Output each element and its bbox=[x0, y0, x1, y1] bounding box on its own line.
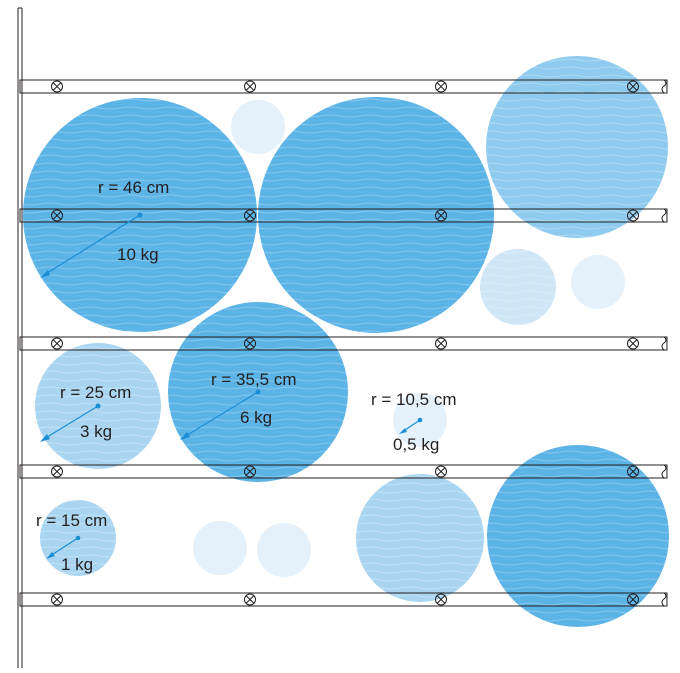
radius-arrow-10-5cm bbox=[399, 417, 423, 434]
circle-small-right bbox=[571, 255, 625, 309]
radius-arrow-46cm bbox=[40, 212, 143, 278]
bolt-icon bbox=[627, 465, 639, 478]
radius-label: r = 46 cm bbox=[98, 178, 169, 197]
circle-medium-right-1 bbox=[480, 249, 556, 325]
labels: r = 46 cm 10 kg r = 25 cm 3 kg r = 35,5 … bbox=[36, 178, 457, 574]
radius-arrow-25cm bbox=[40, 403, 101, 442]
bolts bbox=[51, 80, 639, 606]
circle-medium-bottom bbox=[356, 474, 484, 602]
bolt-icon bbox=[51, 337, 63, 350]
shelf-rail-1 bbox=[19, 79, 668, 94]
bolt-icon bbox=[51, 80, 63, 93]
radius-arrows bbox=[40, 212, 423, 559]
bolt-icon bbox=[51, 209, 63, 222]
bolt-icon bbox=[435, 465, 447, 478]
shelf-rail-4 bbox=[19, 464, 668, 479]
bolt-icon bbox=[51, 593, 63, 606]
bolt-icon bbox=[435, 209, 447, 222]
bolt-icon bbox=[435, 593, 447, 606]
radius-label: r = 25 cm bbox=[60, 383, 131, 402]
circle-large-center bbox=[258, 97, 494, 333]
circle-small-bottom-2 bbox=[257, 523, 311, 577]
bolt-icon bbox=[627, 337, 639, 350]
shelf-rail-2 bbox=[19, 208, 668, 223]
vertical-post bbox=[17, 7, 23, 668]
bolt-icon bbox=[627, 593, 639, 606]
bolt-icon bbox=[244, 337, 256, 350]
bolt-icon bbox=[51, 465, 63, 478]
circle-small-bottom-1 bbox=[193, 521, 247, 575]
weight-label: 10 kg bbox=[117, 245, 159, 264]
radius-label: r = 15 cm bbox=[36, 511, 107, 530]
bolt-icon bbox=[244, 209, 256, 222]
circle-large-top-right bbox=[486, 56, 668, 238]
shelf-rail-3 bbox=[19, 336, 668, 351]
bolt-icon bbox=[627, 80, 639, 93]
weight-label: 0,5 kg bbox=[393, 435, 439, 454]
weight-label: 3 kg bbox=[80, 422, 112, 441]
bolt-icon bbox=[435, 80, 447, 93]
circle-small-top bbox=[231, 100, 285, 154]
bolt-icon bbox=[627, 209, 639, 222]
bolt-icon bbox=[244, 80, 256, 93]
bolt-icon bbox=[435, 337, 447, 350]
bolt-icon bbox=[244, 465, 256, 478]
shelf-rail-5 bbox=[19, 592, 668, 607]
water-circles bbox=[23, 56, 669, 627]
circle-large-bottom-right bbox=[487, 445, 669, 627]
radius-arrow-15cm bbox=[46, 535, 81, 559]
radius-label: r = 35,5 cm bbox=[211, 370, 297, 389]
bolt-icon bbox=[244, 593, 256, 606]
weight-label: 1 kg bbox=[61, 555, 93, 574]
radius-arrow-35-5cm bbox=[180, 389, 261, 440]
radius-label: r = 10,5 cm bbox=[371, 390, 457, 409]
weight-label: 6 kg bbox=[240, 408, 272, 427]
